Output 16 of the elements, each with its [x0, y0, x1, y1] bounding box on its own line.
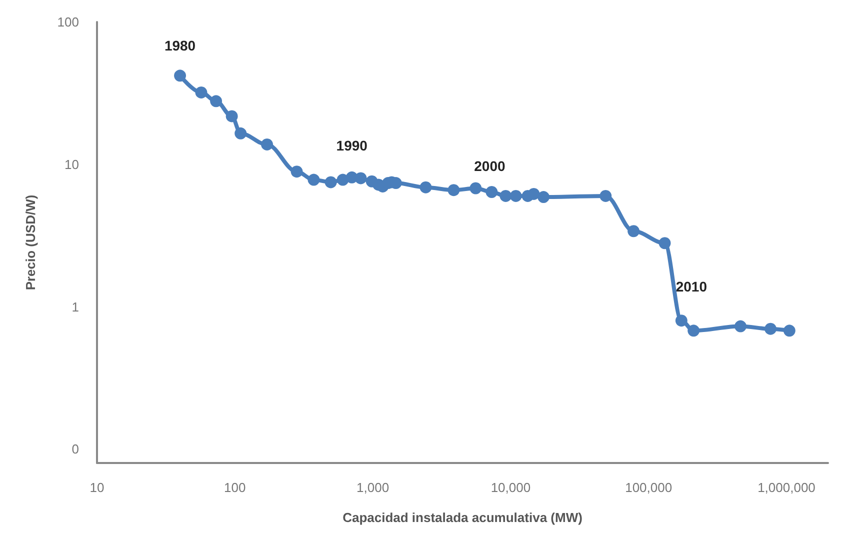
x-tick-label: 100,000 — [625, 480, 672, 495]
x-tick-label: 100 — [224, 480, 246, 495]
y-tick-label: 100 — [57, 14, 79, 30]
x-axis-title: Capacidad instalada acumulativa (MW) — [342, 510, 582, 525]
annotation: 1990 — [336, 137, 368, 154]
annotation: 1980 — [164, 38, 196, 54]
annotation: 2000 — [474, 158, 506, 174]
x-tick-label: 1,000,000 — [758, 480, 816, 495]
y-tick-label: 10 — [64, 156, 79, 172]
annotation: 2010 — [676, 278, 708, 295]
x-tick-label: 10,000 — [490, 480, 531, 495]
y-tick-label: 1 — [72, 299, 79, 314]
x-tick-label: 1,000 — [356, 480, 390, 495]
y-axis-title: Precio (USD/W) — [23, 194, 38, 290]
x-tick-label: 10 — [90, 480, 104, 495]
y-tick-label: 0 — [72, 442, 79, 457]
